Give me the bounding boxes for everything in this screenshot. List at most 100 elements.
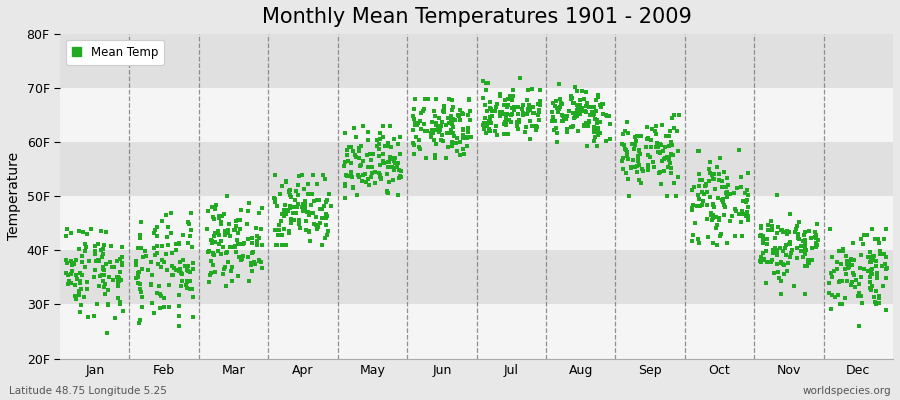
Point xyxy=(685,187,699,193)
Point xyxy=(461,112,475,118)
Point xyxy=(585,109,599,115)
Point xyxy=(767,270,781,276)
Point xyxy=(349,192,364,198)
Point xyxy=(67,260,81,266)
Point xyxy=(168,267,183,273)
Point xyxy=(664,151,679,158)
Point xyxy=(87,313,102,319)
Point xyxy=(865,282,879,289)
Point xyxy=(289,210,303,216)
Point xyxy=(756,250,770,257)
Point xyxy=(245,268,259,274)
Point xyxy=(155,243,169,250)
Y-axis label: Temperature: Temperature xyxy=(7,152,21,240)
Point xyxy=(529,124,544,130)
Point xyxy=(286,210,301,216)
Point xyxy=(111,279,125,285)
Point xyxy=(563,93,578,99)
Point xyxy=(216,244,230,250)
Point xyxy=(753,232,768,238)
Point xyxy=(147,244,161,251)
Point xyxy=(178,262,193,269)
Point xyxy=(87,250,102,257)
Point xyxy=(629,138,643,144)
Point xyxy=(387,136,401,142)
Point xyxy=(506,93,520,99)
Point xyxy=(741,203,755,210)
Point xyxy=(318,203,332,210)
Point xyxy=(307,220,321,227)
Point xyxy=(364,173,379,180)
Point xyxy=(716,199,730,205)
Point xyxy=(720,194,734,200)
Point xyxy=(286,217,301,224)
Point xyxy=(242,200,256,206)
Point xyxy=(74,302,88,308)
Point xyxy=(492,109,507,115)
Point xyxy=(342,172,356,179)
Point xyxy=(500,96,515,103)
Point xyxy=(456,135,471,141)
Point xyxy=(218,232,232,238)
Point xyxy=(831,291,845,298)
Point xyxy=(376,150,391,157)
Point xyxy=(201,226,215,232)
Point xyxy=(298,202,312,208)
Point xyxy=(361,164,375,171)
Point xyxy=(90,257,104,264)
Point xyxy=(641,135,655,141)
Point xyxy=(560,126,574,132)
Point xyxy=(267,195,282,201)
Point xyxy=(791,235,806,241)
Point xyxy=(865,270,879,277)
Point xyxy=(309,214,323,220)
Point xyxy=(113,300,128,307)
Point xyxy=(229,244,243,250)
Point xyxy=(498,118,512,125)
Point xyxy=(292,173,306,179)
Point xyxy=(80,230,94,237)
Point xyxy=(618,170,633,176)
Point xyxy=(556,112,571,119)
Point xyxy=(579,89,593,95)
Point xyxy=(452,112,466,119)
Point xyxy=(373,129,387,136)
Point xyxy=(602,136,616,142)
Point xyxy=(727,233,742,239)
Point xyxy=(428,152,443,159)
Point xyxy=(798,251,813,257)
Point xyxy=(230,237,244,243)
Point xyxy=(706,200,720,207)
Point xyxy=(864,270,878,277)
Point xyxy=(869,258,884,264)
Point xyxy=(841,265,855,272)
Point xyxy=(115,244,130,250)
Point xyxy=(231,254,246,260)
Point xyxy=(311,197,326,203)
Point xyxy=(652,150,667,156)
Point xyxy=(222,221,237,227)
Point xyxy=(255,242,269,248)
Point xyxy=(645,126,660,132)
Point xyxy=(602,121,616,127)
Point xyxy=(251,257,266,263)
Point xyxy=(555,101,570,107)
Point xyxy=(562,108,576,114)
Point xyxy=(443,130,457,136)
Point xyxy=(144,259,158,265)
Point xyxy=(718,184,733,190)
Point xyxy=(393,173,408,180)
Point xyxy=(688,220,702,226)
Point xyxy=(591,94,606,101)
Point xyxy=(461,125,475,131)
Point xyxy=(310,226,324,232)
Point xyxy=(101,300,115,307)
Point xyxy=(162,282,176,288)
Point xyxy=(570,113,584,120)
Point xyxy=(646,164,661,170)
Point xyxy=(779,268,794,274)
Point xyxy=(478,114,492,121)
Point xyxy=(760,259,774,266)
Point xyxy=(172,240,186,247)
Point xyxy=(207,239,221,245)
